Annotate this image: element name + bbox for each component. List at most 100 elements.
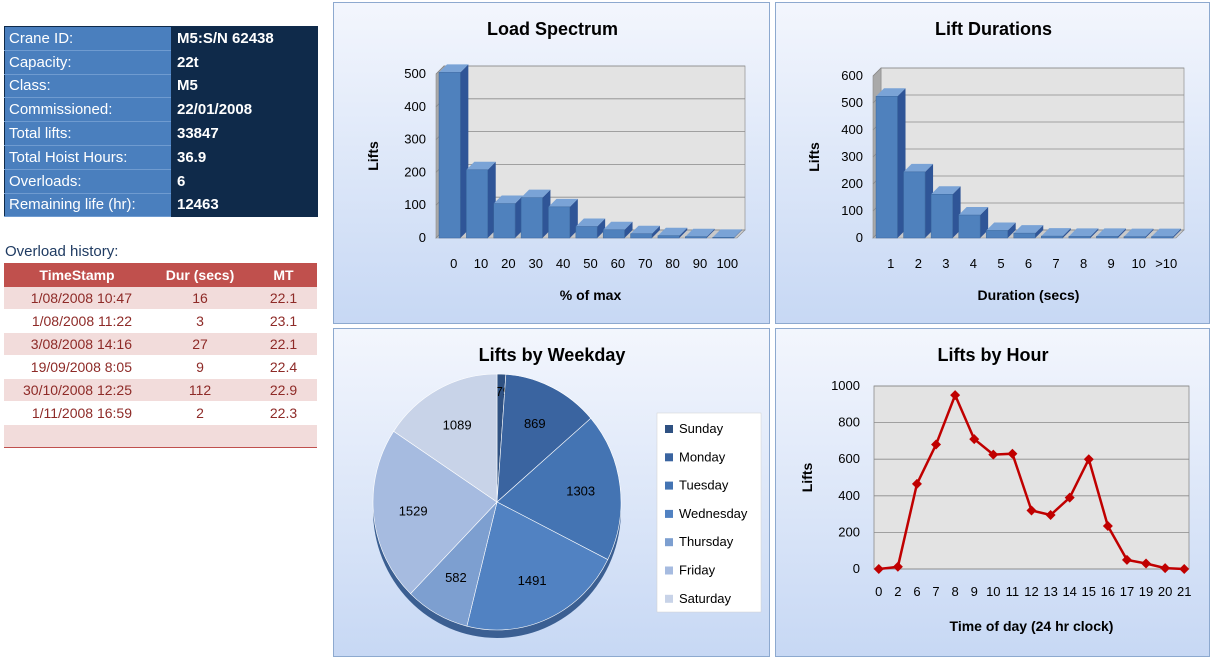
bar-front bbox=[575, 226, 598, 239]
x-tick-label: 9 bbox=[1108, 256, 1115, 271]
bar-side bbox=[1007, 222, 1016, 238]
info-row: Total lifts: 33847 bbox=[4, 121, 318, 146]
bar-front bbox=[1123, 236, 1146, 239]
gridline bbox=[872, 67, 1184, 77]
legend-swatch bbox=[665, 453, 673, 462]
info-label: Remaining life (hr): bbox=[4, 193, 173, 218]
x-tick-label: 1 bbox=[887, 256, 894, 271]
legend-swatch bbox=[665, 425, 673, 433]
bar bbox=[685, 228, 715, 239]
legend-swatch bbox=[665, 481, 673, 490]
info-label: Total Hoist Hours: bbox=[4, 145, 173, 170]
info-row: Commissioned: 22/01/2008 bbox=[4, 97, 318, 123]
y-tick-label: 200 bbox=[838, 524, 860, 539]
x-tick-label: 11 bbox=[1006, 584, 1020, 599]
x-tick-label: 17 bbox=[1120, 584, 1134, 599]
data-point bbox=[931, 439, 942, 450]
bar-front bbox=[903, 171, 926, 239]
pie-slice bbox=[496, 417, 622, 560]
overload-mt: 22.3 bbox=[250, 401, 317, 425]
x-tick-label: 10 bbox=[986, 584, 1000, 599]
bar-side bbox=[706, 228, 715, 238]
info-row: Remaining life (hr): 12463 bbox=[4, 193, 318, 218]
overload-duration: 112 bbox=[150, 378, 250, 402]
bar bbox=[712, 229, 742, 239]
lifts-by-weekday-panel: Lifts by Weekday 79 869 1303 1491 582 1529 1089… bbox=[333, 328, 770, 657]
x-tick-label: 15 bbox=[1082, 584, 1096, 599]
y-tick-label: 200 bbox=[841, 176, 863, 191]
bar bbox=[1013, 225, 1044, 239]
bar bbox=[1068, 228, 1099, 239]
bar bbox=[493, 195, 524, 239]
y-tick-label: 600 bbox=[838, 451, 860, 466]
legend-entry: Tuesday bbox=[679, 478, 729, 493]
pie-data-label: 582 bbox=[445, 570, 467, 585]
chart-title: Lifts by Weekday bbox=[479, 345, 626, 365]
y-axis-label: Lifts bbox=[799, 463, 815, 493]
x-tick-label: 90 bbox=[693, 256, 707, 271]
bar bbox=[1123, 228, 1154, 239]
pie-slice bbox=[496, 374, 592, 503]
bar-side bbox=[1145, 228, 1154, 238]
y-tick-label: 200 bbox=[404, 164, 426, 179]
pie-data-label: 1529 bbox=[399, 503, 428, 518]
x-tick-label: 60 bbox=[611, 256, 625, 271]
y-tick-label: 0 bbox=[853, 561, 860, 576]
table-row-empty bbox=[4, 424, 317, 448]
y-tick-label: 300 bbox=[404, 132, 426, 147]
load-spectrum-chart: Load Spectrum 0 100 200 300 400 500 0 10 20 30 40 50… bbox=[365, 19, 746, 303]
bar-front bbox=[493, 203, 516, 239]
bar bbox=[602, 221, 633, 239]
bar bbox=[903, 163, 934, 239]
y-tick-label: 0 bbox=[856, 230, 863, 245]
bar-top bbox=[548, 198, 578, 207]
data-point bbox=[1102, 520, 1113, 531]
x-tick-label: 13 bbox=[1043, 584, 1057, 599]
overload-timestamp: 19/09/2008 8:05 bbox=[4, 355, 150, 379]
bar-top bbox=[603, 221, 633, 230]
legend-swatch bbox=[665, 509, 673, 518]
bar-top bbox=[1096, 228, 1126, 237]
info-row: Capacity: 22t bbox=[4, 50, 318, 75]
bar-side bbox=[651, 225, 660, 238]
bar-side bbox=[1117, 228, 1126, 238]
bar-front bbox=[548, 206, 571, 239]
data-point bbox=[1121, 554, 1132, 565]
legend-entry: Sunday bbox=[679, 421, 724, 436]
y-tick-label: 100 bbox=[841, 203, 863, 218]
bar-side bbox=[1172, 228, 1181, 238]
bar-front bbox=[602, 229, 625, 239]
lift-durations-chart: Lift Durations 0 100 200 300 400 500 600 1 2 3 4 5 6 7… bbox=[806, 19, 1185, 303]
data-point bbox=[911, 478, 922, 489]
y-tick-label: 400 bbox=[838, 488, 860, 503]
info-label: Overloads: bbox=[4, 169, 173, 194]
bar-front bbox=[1096, 236, 1119, 239]
overload-timestamp: 1/11/2008 16:59 bbox=[4, 401, 150, 425]
x-tick-label: 80 bbox=[665, 256, 679, 271]
bar-top bbox=[903, 163, 934, 172]
table-row: 1/08/2008 11:22 3 23.1 bbox=[4, 309, 317, 333]
bar bbox=[548, 198, 578, 239]
info-label: Total lifts: bbox=[4, 121, 173, 146]
x-tick-label: 6 bbox=[913, 584, 920, 599]
x-tick-label: 4 bbox=[970, 256, 977, 271]
bar-top bbox=[876, 88, 906, 97]
x-tick-label: 21 bbox=[1177, 584, 1191, 599]
gridline bbox=[435, 65, 745, 75]
table-row: 3/08/2008 14:16 27 22.1 bbox=[4, 332, 317, 356]
y-tick-label: 400 bbox=[404, 99, 426, 114]
overload-timestamp: 30/10/2008 12:25 bbox=[4, 378, 150, 402]
x-tick-label: 0 bbox=[875, 584, 882, 599]
legend-entry: Friday bbox=[679, 563, 716, 578]
pie-data-label: 1303 bbox=[566, 483, 595, 498]
bar-side bbox=[597, 218, 606, 238]
bar bbox=[1096, 228, 1126, 239]
bar-top bbox=[712, 229, 742, 238]
bar-top bbox=[986, 222, 1016, 231]
bar-front bbox=[520, 197, 543, 239]
bar-top bbox=[931, 186, 961, 195]
data-point bbox=[1026, 505, 1037, 516]
bar-front bbox=[630, 233, 653, 239]
bar-front bbox=[685, 236, 707, 239]
legend-box bbox=[656, 412, 762, 613]
